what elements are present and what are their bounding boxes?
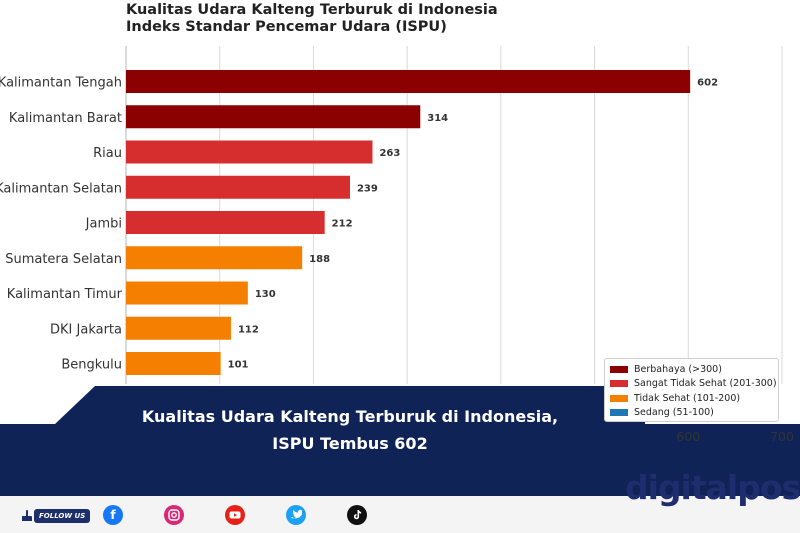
value-label: 263: [379, 148, 400, 159]
category-label: DKI Jakarta: [50, 322, 122, 337]
chart-legend: Berbahaya (>300) Sangat Tidak Sehat (201…: [604, 358, 779, 422]
bar: [126, 211, 325, 234]
twitter-icon[interactable]: [286, 505, 306, 525]
legend-item: Sedang (51-100): [610, 406, 773, 421]
value-label: 239: [357, 183, 378, 194]
brand-logo: digitalpos: [625, 468, 800, 507]
legend-label: Sedang (51-100): [634, 407, 714, 419]
tiktok-icon[interactable]: [347, 505, 367, 525]
hand-pointer-icon: [22, 510, 32, 521]
bar: [126, 105, 421, 129]
instagram-icon[interactable]: [164, 505, 184, 525]
legend-swatch: [610, 409, 628, 417]
value-labels: 602 314 263 239 212 188 130 112 101: [228, 78, 718, 371]
category-label: Kalimantan Timur: [7, 287, 123, 302]
category-label: Kalimantan Tengah: [0, 76, 122, 91]
footer-bar: [0, 496, 800, 533]
category-label: Riau: [93, 146, 122, 161]
follow-us-badge[interactable]: FOLLOW US: [20, 508, 91, 524]
tiktok-glyph: [353, 510, 362, 520]
category-label: Bengkulu: [61, 358, 122, 373]
value-label: 130: [255, 289, 276, 300]
chart-title: Kualitas Udara Kalteng Terburuk di Indon…: [126, 2, 498, 36]
legend-label: Tidak Sehat (101-200): [634, 392, 741, 404]
bars: [126, 70, 691, 375]
bar-chart: Kalimantan Tengah Kalimantan Barat Riau Kal…: [0, 46, 783, 384]
youtube-glyph: [229, 511, 241, 519]
chart-title-line2: Indeks Standar Pencemar Udara (ISPU): [126, 19, 447, 35]
legend-swatch: [610, 380, 628, 388]
legend-item: Tidak Sehat (101-200): [610, 391, 773, 406]
chart-title-line1: Kualitas Udara Kalteng Terburuk di Indon…: [126, 2, 498, 18]
legend-swatch: [610, 365, 628, 373]
bar: [126, 246, 303, 270]
bird-glyph: [291, 509, 302, 519]
headline-banner: [0, 386, 800, 496]
headline-line2: ISPU Tembus 602: [272, 434, 428, 453]
legend-item: Berbahaya (>300): [610, 362, 773, 377]
category-label: Jambi: [85, 217, 122, 232]
bar: [126, 175, 350, 199]
instagram-glyph: [168, 509, 180, 521]
legend-label: Sangat Tidak Sehat (201-300): [634, 378, 777, 390]
value-label: 314: [427, 113, 448, 124]
bar: [126, 70, 691, 93]
category-label: Kalimantan Selatan: [0, 181, 122, 196]
headline-text: Kualitas Udara Kalteng Terburuk di Indon…: [70, 403, 630, 457]
value-label: 602: [697, 78, 718, 89]
bar: [126, 316, 231, 340]
value-label: 188: [309, 254, 330, 265]
value-label: 212: [332, 219, 353, 230]
headline-line1: Kualitas Udara Kalteng Terburuk di Indon…: [141, 407, 559, 426]
facebook-icon[interactable]: f: [103, 505, 123, 525]
youtube-icon[interactable]: [225, 505, 245, 525]
bar: [126, 352, 221, 375]
category-label: Kalimantan Barat: [9, 111, 122, 126]
category-label: Sumatera Selatan: [5, 252, 122, 267]
value-label: 101: [228, 360, 249, 371]
legend-label: Berbahaya (>300): [634, 363, 722, 375]
category-labels: Kalimantan Tengah Kalimantan Barat Riau Kal…: [0, 76, 123, 373]
value-label: 112: [238, 324, 259, 335]
bar: [126, 140, 373, 164]
legend-item: Sangat Tidak Sehat (201-300): [610, 377, 777, 392]
follow-us-label: FOLLOW US: [34, 509, 91, 523]
bar: [126, 281, 248, 305]
legend-swatch: [610, 394, 628, 402]
